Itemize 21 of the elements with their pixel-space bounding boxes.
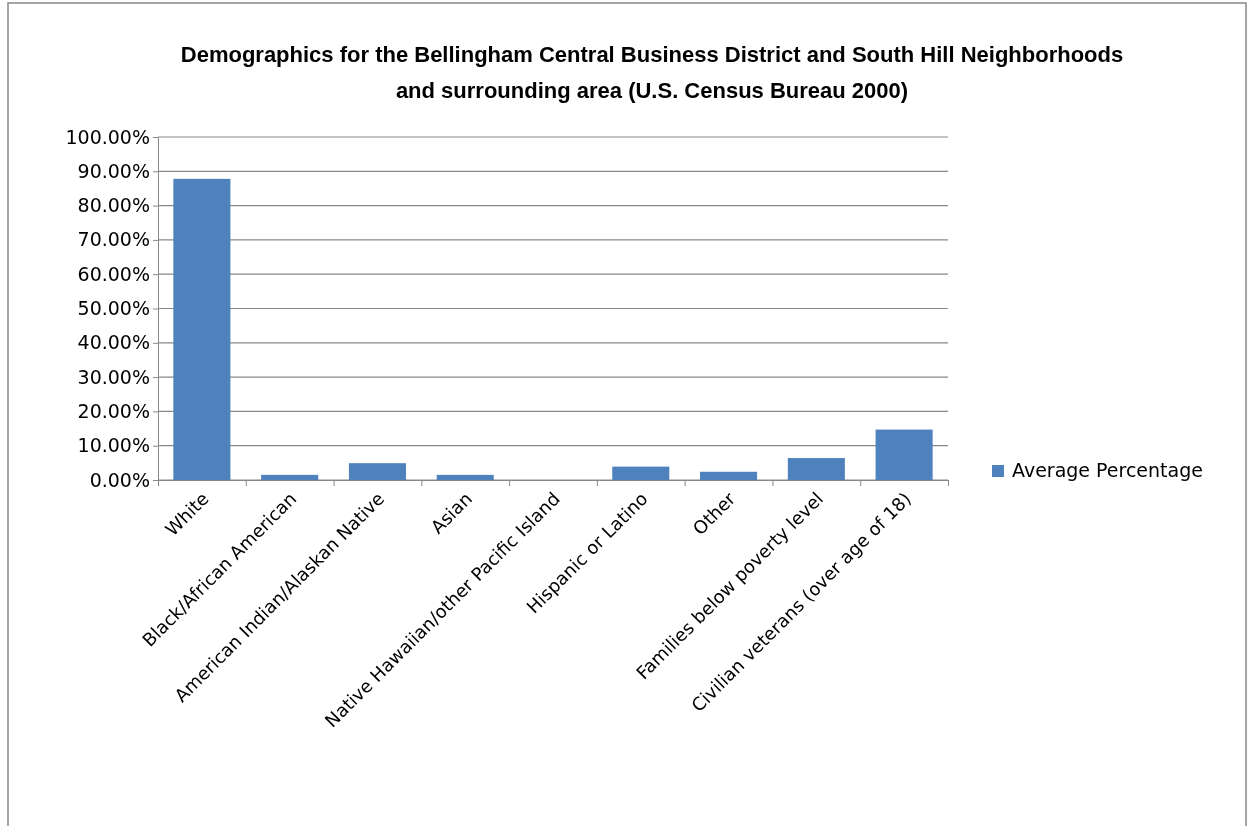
bar bbox=[348, 463, 406, 480]
y-tick-label: 50.00% bbox=[77, 297, 150, 320]
y-tick-label: 40.00% bbox=[77, 331, 150, 354]
legend-label: Average Percentage bbox=[1012, 459, 1203, 481]
y-tick-label: 30.00% bbox=[77, 365, 150, 388]
bar bbox=[173, 178, 231, 480]
bar bbox=[261, 474, 319, 480]
y-tick-label: 60.00% bbox=[77, 262, 150, 285]
y-tick-label: 90.00% bbox=[77, 159, 150, 182]
bar bbox=[787, 458, 845, 480]
bar bbox=[875, 429, 933, 480]
bar bbox=[700, 471, 758, 480]
y-tick-label: 10.00% bbox=[77, 434, 150, 457]
y-tick-label: 80.00% bbox=[77, 194, 150, 217]
chart-title: Demographics for the Bellingham Central Business District and South Hill Neighborhoods and surrounding area (U.S. Census Bureau 2000) bbox=[180, 42, 1124, 103]
bar bbox=[436, 474, 494, 480]
y-tick-label: 20.00% bbox=[77, 399, 150, 422]
bar bbox=[612, 466, 670, 480]
y-tick-label: 70.00% bbox=[77, 228, 150, 251]
y-tick-label: 0.00% bbox=[89, 468, 150, 491]
y-tick-label: 100.00% bbox=[65, 125, 150, 148]
